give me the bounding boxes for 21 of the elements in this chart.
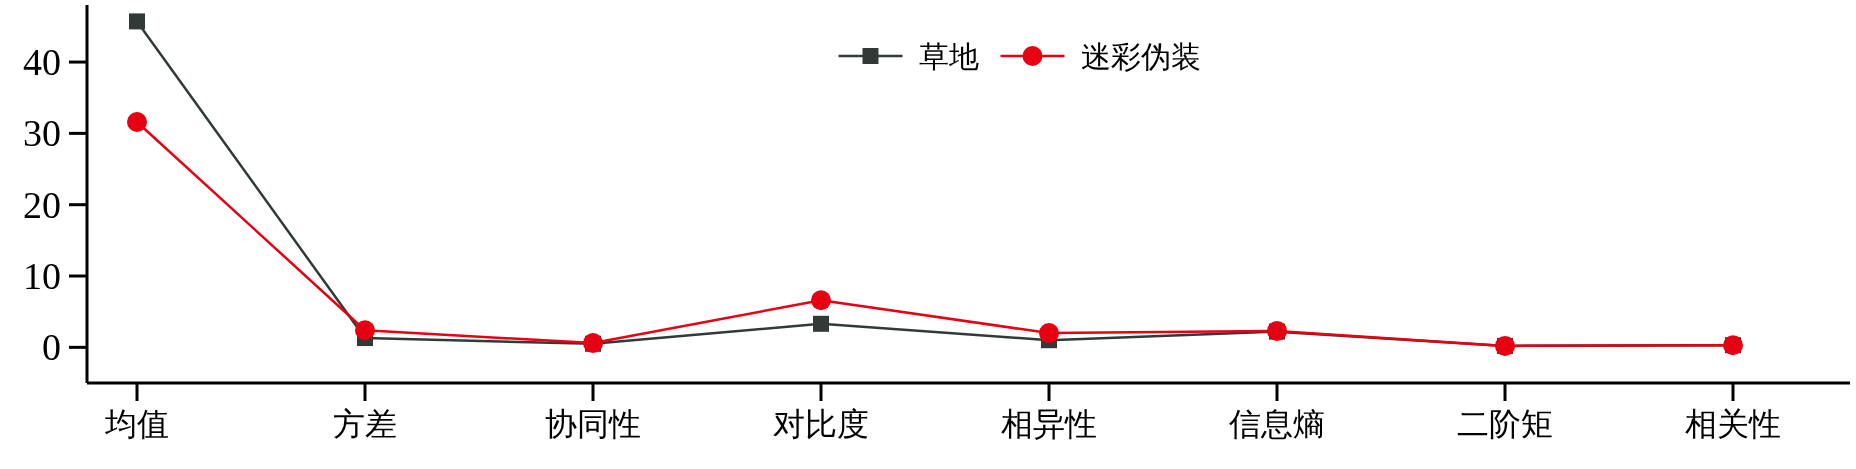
legend-label: 草地 <box>918 39 979 73</box>
point <box>1039 323 1059 344</box>
x-tick-label: 二阶矩 <box>1457 406 1553 442</box>
y-tick-label: 30 <box>23 112 61 155</box>
y-tick-label: 0 <box>42 326 61 369</box>
y-tick-label: 20 <box>23 183 61 226</box>
point <box>129 13 145 30</box>
point <box>127 111 147 132</box>
point <box>811 290 831 311</box>
point <box>355 320 375 341</box>
y-tick-label: 40 <box>23 41 61 84</box>
x-tick-label: 对比度 <box>773 406 869 442</box>
legend-label: 迷彩伪装 <box>1080 39 1201 73</box>
x-tick-label: 信息熵 <box>1229 406 1325 442</box>
y-tick-label: 10 <box>23 255 61 298</box>
x-tick-label: 相关性 <box>1685 406 1781 442</box>
x-tick-label: 均值 <box>104 406 169 442</box>
point <box>813 315 829 332</box>
x-tick-label: 相异性 <box>1001 406 1097 442</box>
x-tick-label: 协同性 <box>545 406 641 442</box>
x-tick-label: 方差 <box>333 406 397 442</box>
